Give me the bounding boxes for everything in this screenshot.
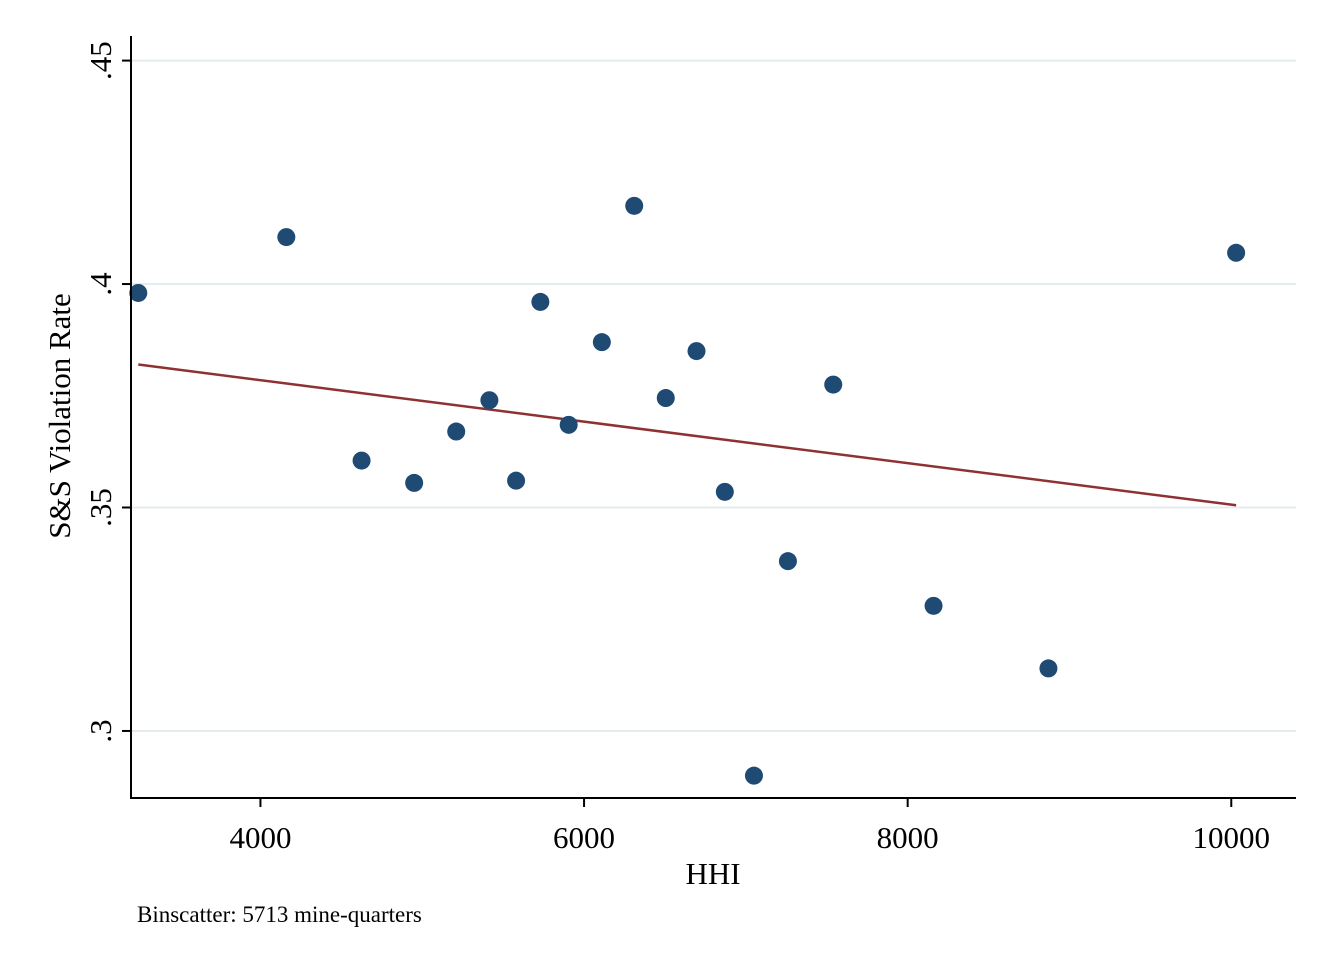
grid-lines (131, 59, 1296, 732)
x-axis-title: HHI (685, 856, 740, 891)
x-tick-label-3: 10000 (1193, 820, 1271, 855)
axes: .3 .35 .4 .45 4000 6000 8000 10000 (83, 36, 1296, 855)
y-tick-label-2: .4 (83, 272, 118, 296)
scatter-point-11 (656, 389, 675, 408)
scatter-point-7 (531, 292, 550, 311)
fit-line-layer (138, 363, 1237, 507)
x-tick-label-1: 6000 (553, 820, 615, 855)
scatter-point-15 (778, 552, 797, 571)
scatter-point-3 (405, 473, 424, 492)
scatter-point-8 (559, 415, 578, 434)
scatter-point-13 (715, 482, 734, 501)
scatter-point-16 (824, 375, 843, 394)
labels: HHI S&S Violation Rate Binscatter: 5713 … (42, 293, 741, 927)
scatter-point-14 (744, 766, 763, 785)
scatter-point-2 (352, 451, 371, 470)
scatter-point-19 (1227, 243, 1246, 262)
scatter-point-17 (924, 596, 943, 615)
x-tick-label-2: 8000 (877, 820, 939, 855)
fit-line (138, 363, 1237, 507)
scatter-point-6 (507, 471, 526, 490)
scatter-point-5 (480, 391, 499, 410)
y-tick-label-3: .45 (83, 41, 118, 80)
y-tick-label-0: .3 (83, 719, 118, 742)
x-tick-label-0: 4000 (229, 820, 291, 855)
y-axis-title: S&S Violation Rate (42, 293, 77, 539)
scatter-point-18 (1039, 659, 1058, 678)
y-tick-label-1: .35 (83, 488, 118, 527)
scatter-points (129, 196, 1246, 785)
scatter-point-12 (687, 342, 706, 361)
binscatter-note: Binscatter: 5713 mine-quarters (137, 902, 422, 927)
scatter-point-1 (277, 228, 296, 247)
scatter-point-4 (447, 422, 466, 441)
scatter-point-10 (625, 196, 644, 215)
scatter-point-9 (592, 333, 611, 352)
scatter-point-0 (129, 283, 148, 302)
